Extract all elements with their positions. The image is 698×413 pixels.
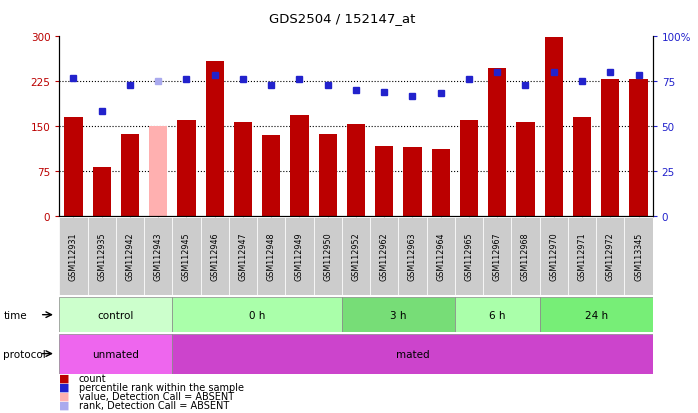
Bar: [172, 334, 653, 374]
Bar: [568, 217, 596, 295]
Bar: [121, 135, 139, 217]
Bar: [59, 297, 172, 332]
Bar: [512, 217, 540, 295]
Text: unmated: unmated: [92, 349, 140, 359]
Bar: [431, 149, 450, 217]
Bar: [455, 217, 483, 295]
Text: GSM113345: GSM113345: [634, 232, 643, 280]
Bar: [596, 217, 625, 295]
Bar: [93, 168, 111, 217]
Bar: [370, 217, 399, 295]
Text: time: time: [3, 310, 27, 320]
Text: GSM112952: GSM112952: [352, 232, 360, 280]
Text: ■: ■: [59, 373, 70, 383]
Bar: [59, 217, 87, 295]
Bar: [64, 118, 82, 217]
Text: count: count: [79, 373, 107, 383]
Bar: [455, 297, 540, 332]
Text: ■: ■: [59, 382, 70, 392]
Text: protocol: protocol: [3, 349, 46, 359]
Bar: [318, 135, 337, 217]
Text: GSM112971: GSM112971: [577, 232, 586, 280]
Bar: [285, 217, 313, 295]
Text: ■: ■: [59, 391, 70, 401]
Text: GSM112945: GSM112945: [182, 232, 191, 280]
Text: GSM112963: GSM112963: [408, 232, 417, 280]
Text: 0 h: 0 h: [249, 310, 265, 320]
Bar: [630, 80, 648, 217]
Text: GSM112946: GSM112946: [210, 232, 219, 280]
Bar: [460, 121, 478, 217]
Bar: [87, 217, 116, 295]
Bar: [483, 217, 512, 295]
Text: GSM112968: GSM112968: [521, 232, 530, 280]
Bar: [601, 80, 619, 217]
Bar: [426, 217, 455, 295]
Bar: [573, 118, 591, 217]
Text: GSM112931: GSM112931: [69, 232, 78, 280]
Bar: [177, 121, 195, 217]
Bar: [200, 217, 229, 295]
Text: GSM112950: GSM112950: [323, 232, 332, 280]
Bar: [403, 148, 422, 217]
Text: GSM112935: GSM112935: [97, 232, 106, 280]
Bar: [290, 116, 309, 217]
Bar: [517, 123, 535, 217]
Text: GSM112949: GSM112949: [295, 232, 304, 280]
Bar: [540, 217, 568, 295]
Text: GSM112972: GSM112972: [606, 232, 615, 280]
Bar: [149, 127, 168, 217]
Bar: [172, 217, 200, 295]
Text: rank, Detection Call = ABSENT: rank, Detection Call = ABSENT: [79, 400, 229, 410]
Bar: [229, 217, 257, 295]
Text: GDS2504 / 152147_at: GDS2504 / 152147_at: [269, 12, 415, 25]
Bar: [342, 297, 455, 332]
Bar: [59, 334, 172, 374]
Bar: [116, 217, 144, 295]
Text: GSM112947: GSM112947: [239, 232, 248, 280]
Bar: [540, 297, 653, 332]
Bar: [205, 62, 224, 217]
Text: ■: ■: [59, 400, 70, 410]
Bar: [544, 38, 563, 217]
Text: GSM112970: GSM112970: [549, 232, 558, 280]
Text: GSM112967: GSM112967: [493, 232, 502, 280]
Text: 3 h: 3 h: [390, 310, 407, 320]
Bar: [313, 217, 342, 295]
Text: GSM112943: GSM112943: [154, 232, 163, 280]
Bar: [262, 136, 281, 217]
Bar: [144, 217, 172, 295]
Bar: [347, 125, 365, 217]
Text: GSM112962: GSM112962: [380, 232, 389, 280]
Text: GSM112965: GSM112965: [464, 232, 473, 280]
Bar: [375, 146, 394, 217]
Text: value, Detection Call = ABSENT: value, Detection Call = ABSENT: [79, 391, 234, 401]
Text: GSM112948: GSM112948: [267, 232, 276, 280]
Text: percentile rank within the sample: percentile rank within the sample: [79, 382, 244, 392]
Bar: [625, 217, 653, 295]
Bar: [257, 217, 285, 295]
Text: 24 h: 24 h: [584, 310, 608, 320]
Text: GSM112942: GSM112942: [126, 232, 135, 280]
Bar: [488, 69, 507, 217]
Text: GSM112964: GSM112964: [436, 232, 445, 280]
Bar: [399, 217, 426, 295]
Text: 6 h: 6 h: [489, 310, 505, 320]
Text: control: control: [98, 310, 134, 320]
Bar: [342, 217, 370, 295]
Bar: [234, 123, 252, 217]
Text: mated: mated: [396, 349, 429, 359]
Bar: [172, 297, 342, 332]
